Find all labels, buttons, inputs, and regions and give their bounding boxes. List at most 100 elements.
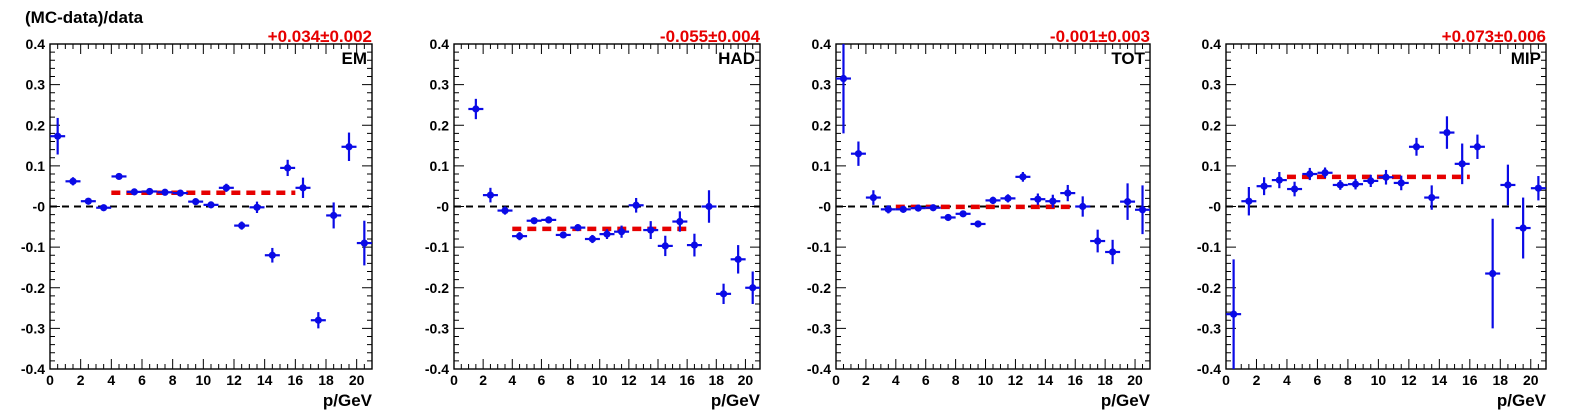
point-marker <box>1094 237 1102 245</box>
point-marker <box>1275 176 1283 184</box>
x-tick-label: 14 <box>257 372 273 388</box>
point-marker <box>676 217 684 226</box>
x-tick-label: 20 <box>349 372 365 388</box>
y-tick-label: 0.1 <box>1202 158 1222 174</box>
data-point <box>1241 187 1257 216</box>
y-tick-label: -0 <box>819 199 832 215</box>
data-point <box>1530 176 1546 201</box>
point-marker <box>1534 184 1542 192</box>
point-marker <box>690 241 699 249</box>
x-tick-label: 8 <box>952 372 960 388</box>
data-point <box>280 159 296 177</box>
x-tick-label: 8 <box>567 372 575 388</box>
data-point <box>512 232 528 241</box>
data-point <box>50 117 66 155</box>
y-tick-label: -0 <box>1209 199 1222 215</box>
data-point <box>880 205 896 214</box>
x-axis-label: p/GeV <box>323 391 373 410</box>
fit-value-label: -0.055±0.004 <box>660 27 761 46</box>
x-tick-label: 0 <box>832 372 840 388</box>
point-marker <box>1321 169 1329 177</box>
point-marker <box>1489 269 1497 278</box>
point-marker <box>530 217 538 225</box>
x-tick-label: 14 <box>650 372 666 388</box>
x-tick-label: 4 <box>508 372 516 388</box>
y-tick-label: 0.4 <box>812 36 832 52</box>
point-marker <box>330 211 338 220</box>
x-tick-label: 4 <box>892 372 900 388</box>
data-point <box>234 221 250 230</box>
point-marker <box>1004 194 1012 202</box>
point-marker <box>914 204 922 212</box>
data-point <box>468 98 484 120</box>
point-marker <box>749 284 757 292</box>
y-tick-label: -0.2 <box>1197 280 1221 296</box>
point-marker <box>574 224 582 232</box>
point-marker <box>54 132 62 140</box>
point-marker <box>486 191 495 199</box>
data-point <box>1408 137 1424 156</box>
x-axis-label: p/GeV <box>711 391 761 410</box>
point-marker <box>360 239 368 247</box>
x-tick-label: 14 <box>1432 372 1448 388</box>
data-point <box>614 225 630 238</box>
data-point <box>497 206 513 215</box>
point-marker <box>1428 193 1436 202</box>
x-tick-label: 4 <box>107 372 115 388</box>
x-axis-label: p/GeV <box>1497 391 1547 410</box>
x-tick-label: 12 <box>621 372 637 388</box>
data-point <box>599 229 615 239</box>
y-tick-label: -0.4 <box>1197 361 1221 377</box>
fit-value-label: +0.034±0.002 <box>268 27 372 46</box>
point-marker <box>238 221 246 230</box>
y-tick-label: 0.1 <box>430 158 450 174</box>
x-tick-label: 14 <box>1038 372 1054 388</box>
point-marker <box>1412 143 1421 151</box>
point-marker <box>1367 177 1375 185</box>
point-marker <box>161 188 169 196</box>
point-marker <box>944 213 952 222</box>
data-layer <box>50 117 372 329</box>
point-marker <box>1138 206 1147 214</box>
data-point <box>1454 143 1470 185</box>
point-marker <box>989 196 997 205</box>
point-marker <box>1504 181 1512 189</box>
fit-value-label: -0.001±0.003 <box>1050 27 1150 46</box>
x-tick-label: 16 <box>679 372 695 388</box>
data-point <box>570 224 586 232</box>
data-point <box>970 220 986 228</box>
data-point <box>1348 178 1364 190</box>
y-tick-label: 0.4 <box>26 36 46 52</box>
point-marker <box>69 177 77 185</box>
point-marker <box>472 105 480 113</box>
point-marker <box>100 204 108 212</box>
point-marker <box>1382 173 1390 181</box>
x-tick-label: 20 <box>738 372 754 388</box>
data-point <box>1393 175 1409 191</box>
point-marker <box>839 74 848 83</box>
panel-label: HAD <box>718 49 755 68</box>
point-marker <box>222 184 230 192</box>
x-tick-label: 2 <box>77 372 85 388</box>
x-tick-label: 8 <box>169 372 177 388</box>
data-point <box>643 221 659 239</box>
data-point <box>701 190 717 223</box>
data-point <box>1363 174 1379 187</box>
data-layer <box>836 44 1150 265</box>
point-marker <box>1049 197 1057 205</box>
data-point <box>1030 193 1046 205</box>
point-marker <box>345 143 353 151</box>
point-marker <box>705 202 713 211</box>
point-marker <box>1306 170 1314 178</box>
y-tick-label: -0.1 <box>425 239 449 255</box>
data-point <box>836 44 851 134</box>
data-point <box>686 233 702 257</box>
x-tick-label: 10 <box>592 372 608 388</box>
data-point <box>1075 196 1091 217</box>
figure-ylabel: (MC-data)/data <box>25 8 144 27</box>
panel-label: TOT <box>1111 49 1145 68</box>
point-marker <box>515 232 524 240</box>
x-tick-label: 6 <box>138 372 146 388</box>
x-tick-label: 20 <box>1127 372 1143 388</box>
